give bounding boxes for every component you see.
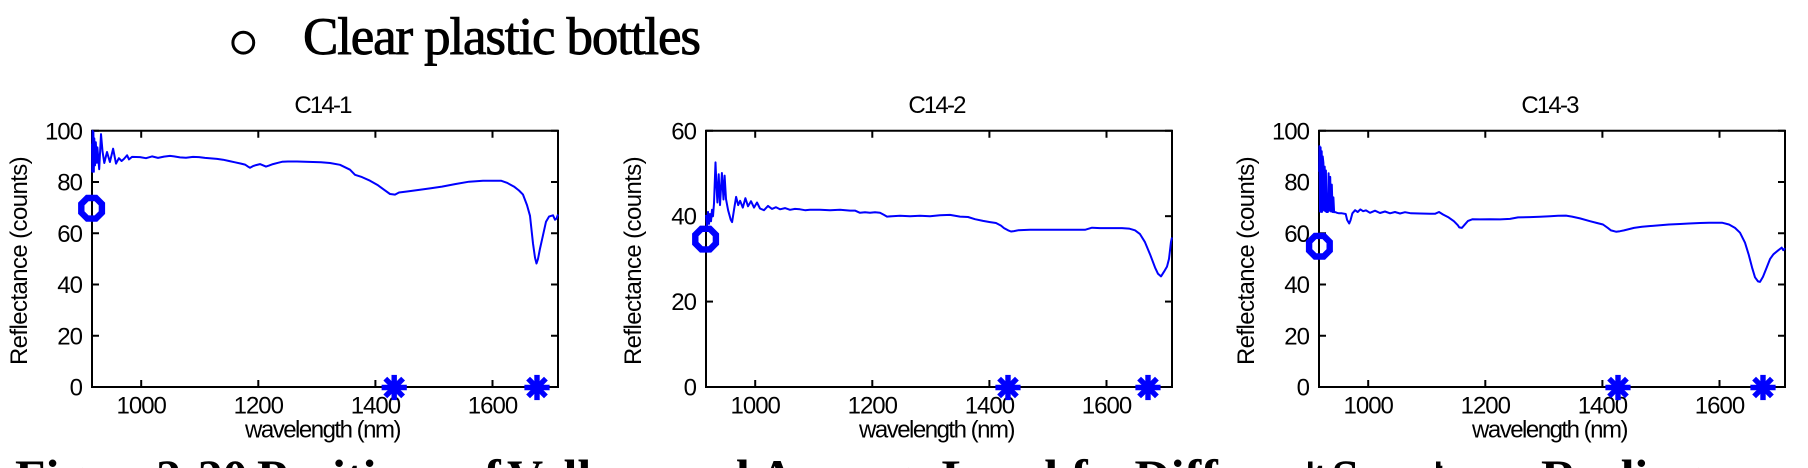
svg-text:20: 20	[671, 289, 696, 316]
svg-text:Reflectance (counts): Reflectance (counts)	[1233, 157, 1260, 365]
svg-text:Different: Different	[1135, 449, 1329, 468]
svg-text:0: 0	[70, 375, 83, 402]
svg-text:0: 0	[684, 375, 697, 402]
svg-text:40: 40	[671, 204, 696, 231]
svg-text:1200: 1200	[1461, 393, 1511, 420]
svg-text:Clear plastic bottles: Clear plastic bottles	[303, 8, 700, 66]
svg-text:C14-1: C14-1	[294, 92, 352, 119]
svg-text:1000: 1000	[117, 393, 167, 420]
svg-text:Figure: Figure	[15, 449, 156, 468]
svg-text:40: 40	[57, 272, 82, 299]
svg-text:wavelength (nm): wavelength (nm)	[858, 417, 1014, 444]
svg-text:0: 0	[1297, 375, 1310, 402]
svg-text:80: 80	[1284, 170, 1309, 197]
svg-text:1200: 1200	[234, 393, 284, 420]
svg-text:and: and	[669, 449, 750, 468]
svg-text:2-20: 2-20	[156, 449, 248, 468]
svg-text:80: 80	[57, 170, 82, 197]
svg-text:R: R	[1541, 449, 1578, 468]
svg-text:20: 20	[57, 323, 82, 350]
svg-text:1200: 1200	[848, 393, 898, 420]
svg-text:60: 60	[57, 221, 82, 248]
svg-text:of: of	[459, 449, 502, 468]
svg-text:60: 60	[1284, 221, 1309, 248]
svg-text:100: 100	[1272, 118, 1310, 145]
svg-text:Reflectance (counts): Reflectance (counts)	[620, 157, 647, 365]
svg-text:Average: Average	[759, 449, 933, 468]
svg-text:20: 20	[1284, 323, 1309, 350]
svg-text:Reflectance (counts): Reflectance (counts)	[6, 157, 33, 365]
svg-text:Spectrum: Spectrum	[1332, 449, 1540, 468]
svg-text:1600: 1600	[468, 393, 518, 420]
svg-text:Level: Level	[942, 449, 1059, 468]
svg-text:1600: 1600	[1082, 393, 1132, 420]
svg-text:for: for	[1071, 449, 1135, 468]
svg-text:C14-3: C14-3	[1521, 92, 1579, 119]
svg-text:60: 60	[671, 118, 696, 145]
svg-text:100: 100	[45, 118, 83, 145]
svg-text:1000: 1000	[1344, 393, 1394, 420]
svg-text:1000: 1000	[731, 393, 781, 420]
svg-text:40: 40	[1284, 272, 1309, 299]
svg-text:C14-2: C14-2	[908, 92, 966, 119]
svg-text:1600: 1600	[1695, 393, 1745, 420]
svg-text:Positions: Positions	[257, 449, 449, 468]
svg-text:eadings: eadings	[1559, 449, 1720, 468]
svg-text:wavelength (nm): wavelength (nm)	[1471, 417, 1627, 444]
svg-text:wavelength (nm): wavelength (nm)	[244, 417, 400, 444]
svg-text:Valleys: Valleys	[507, 449, 658, 468]
